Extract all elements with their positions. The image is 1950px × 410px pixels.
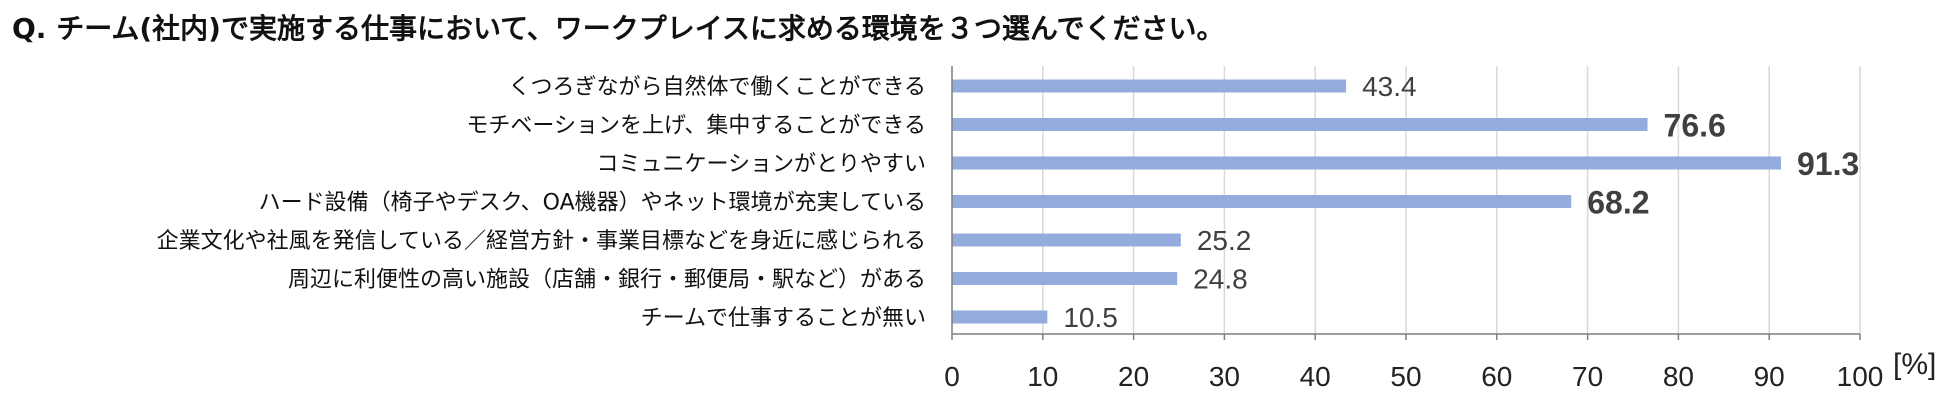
x-tick-label: 70 bbox=[1572, 361, 1603, 392]
category-label: チームで仕事することが無い bbox=[641, 306, 926, 331]
x-tick-label: 50 bbox=[1390, 361, 1421, 392]
labels: くつろぎながら自然体で働くことができる 43.4 モチベーションを上げ、集中すること… bbox=[157, 71, 1860, 333]
data-label: 10.5 bbox=[1063, 302, 1118, 333]
x-tick-label: 80 bbox=[1663, 361, 1694, 392]
data-label: 24.8 bbox=[1193, 264, 1248, 295]
data-label: 76.6 bbox=[1664, 108, 1726, 144]
x-axis-unit: [%] bbox=[1893, 348, 1936, 381]
category-label: 企業文化や社風を発信している／経営方針・事業目標などを身近に感じられる bbox=[157, 229, 926, 254]
category-label: 周辺に利便性の高い施設（店舗・銀行・郵便局・駅など）がある bbox=[288, 268, 926, 293]
x-tick-label: 90 bbox=[1754, 361, 1785, 392]
bar bbox=[952, 233, 1181, 247]
x-tick-label: 10 bbox=[1027, 361, 1058, 392]
category-label: コミュニケーションがとりやすい bbox=[596, 152, 926, 177]
data-label: 91.3 bbox=[1797, 146, 1859, 182]
data-label: 43.4 bbox=[1362, 71, 1417, 102]
data-label: 68.2 bbox=[1587, 185, 1649, 221]
axes: 0 10 20 30 40 50 60 70 80 90 100 bbox=[944, 66, 1883, 392]
bar bbox=[952, 272, 1178, 285]
x-tick-label: 30 bbox=[1209, 361, 1240, 392]
bar bbox=[952, 310, 1048, 324]
bars bbox=[952, 79, 1782, 324]
chart-title: Q. チーム(社内)で実施する仕事において、ワークプレイスに求める環境を３つ選ん… bbox=[12, 12, 1224, 45]
x-tick-label: 60 bbox=[1481, 361, 1512, 392]
bar bbox=[952, 79, 1347, 93]
data-label: 25.2 bbox=[1197, 225, 1252, 256]
x-tick-label: 0 bbox=[944, 361, 960, 392]
bar bbox=[952, 156, 1782, 170]
x-tick-label: 100 bbox=[1837, 361, 1884, 392]
x-tick-label: 20 bbox=[1118, 361, 1149, 392]
bar bbox=[952, 118, 1648, 131]
category-label: くつろぎながら自然体で働くことができる bbox=[508, 75, 926, 100]
category-label: ハード設備（椅子やデスク、OA機器）やネット環境が充実している bbox=[259, 191, 926, 216]
bar bbox=[952, 195, 1572, 208]
category-label: モチベーションを上げ、集中することができる bbox=[466, 114, 926, 139]
x-tick-label: 40 bbox=[1300, 361, 1331, 392]
